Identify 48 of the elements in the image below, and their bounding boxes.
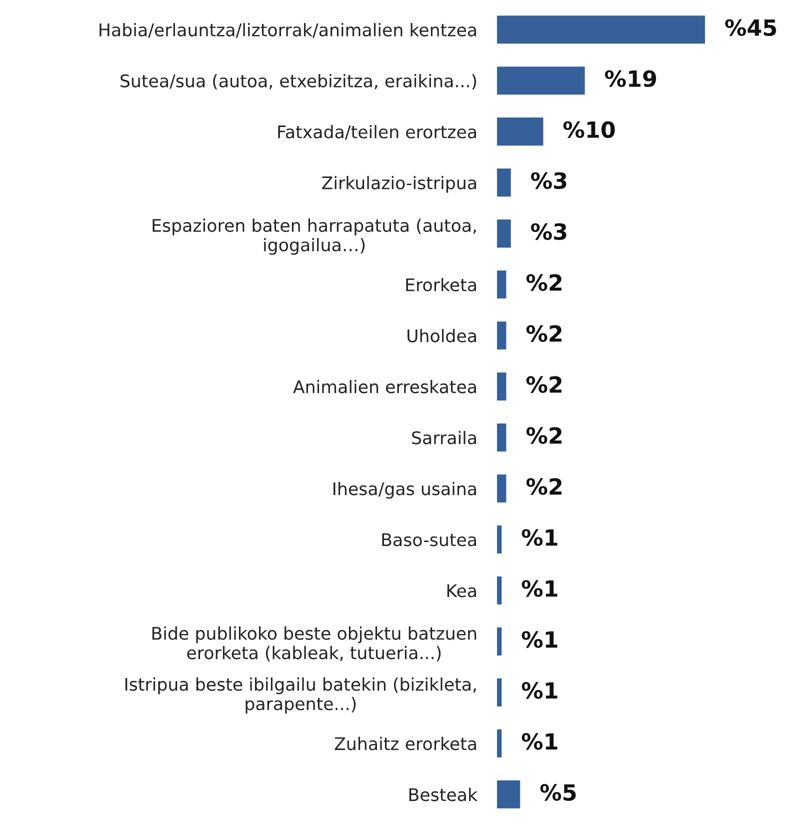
data-label: %2 xyxy=(526,427,562,444)
y-tick-label: Espazioren baten harrapatuta (autoa, igogailua…) xyxy=(152,218,476,255)
bar xyxy=(497,627,502,656)
bar xyxy=(497,66,585,95)
data-label: %1 xyxy=(522,733,558,750)
y-tick-label: Fatxada/teilen erortzea xyxy=(278,124,476,140)
y-tick-label: Uholdea xyxy=(408,328,476,342)
y-tick-label: Sarraila xyxy=(412,430,476,444)
bar xyxy=(497,168,511,197)
data-label: %19 xyxy=(604,70,656,88)
y-tick-label: Ihesa/gas usaina xyxy=(334,482,476,499)
data-label: %10 xyxy=(563,121,615,138)
bar xyxy=(497,474,506,502)
y-tick-label: Zuhaitz erorketa xyxy=(334,736,476,750)
bar xyxy=(497,372,506,401)
data-label: %45 xyxy=(725,19,776,36)
bar xyxy=(497,678,502,706)
y-tick-label: Erorketa xyxy=(406,278,476,292)
y-tick-label: Istripua beste ibilgailu batekin (bizikleta, parapente...) xyxy=(125,677,476,714)
data-label: %2 xyxy=(526,274,562,291)
data-label: %3 xyxy=(531,172,566,190)
bar xyxy=(497,322,506,350)
data-label: %2 xyxy=(526,325,562,342)
data-label: %2 xyxy=(526,478,562,495)
y-tick-label: Besteak xyxy=(409,788,478,802)
data-label: %1 xyxy=(522,682,558,699)
bar xyxy=(497,729,502,758)
y-tick-label: Zirkulazio-istripua xyxy=(322,176,476,193)
bar xyxy=(497,220,511,248)
bar xyxy=(497,423,506,452)
data-label: %1 xyxy=(522,580,558,597)
data-label: %1 xyxy=(522,631,558,648)
data-label: %3 xyxy=(531,223,566,240)
bar xyxy=(497,16,705,44)
bar xyxy=(497,780,520,808)
y-tick-label: Animalien erreskatea xyxy=(293,380,476,394)
bar xyxy=(497,525,502,554)
data-label: %5 xyxy=(540,784,576,801)
y-tick-label: Baso-sutea xyxy=(382,533,476,546)
bar xyxy=(497,270,506,299)
y-tick-label: Bide publikoko beste objektu batzuen erorketa (kableak, tutueria...) xyxy=(152,626,476,662)
data-label: %1 xyxy=(522,529,558,546)
y-tick-label: Sutea/sua (autoa, etxebizitza, eraikina...) xyxy=(120,74,476,90)
bar xyxy=(497,576,502,604)
y-tick-label: Kea xyxy=(447,584,476,598)
y-tick-label: Habia/erlauntza/liztorrak/animalien kentzea xyxy=(100,23,476,38)
data-label: %2 xyxy=(526,376,562,393)
bar xyxy=(497,118,544,146)
